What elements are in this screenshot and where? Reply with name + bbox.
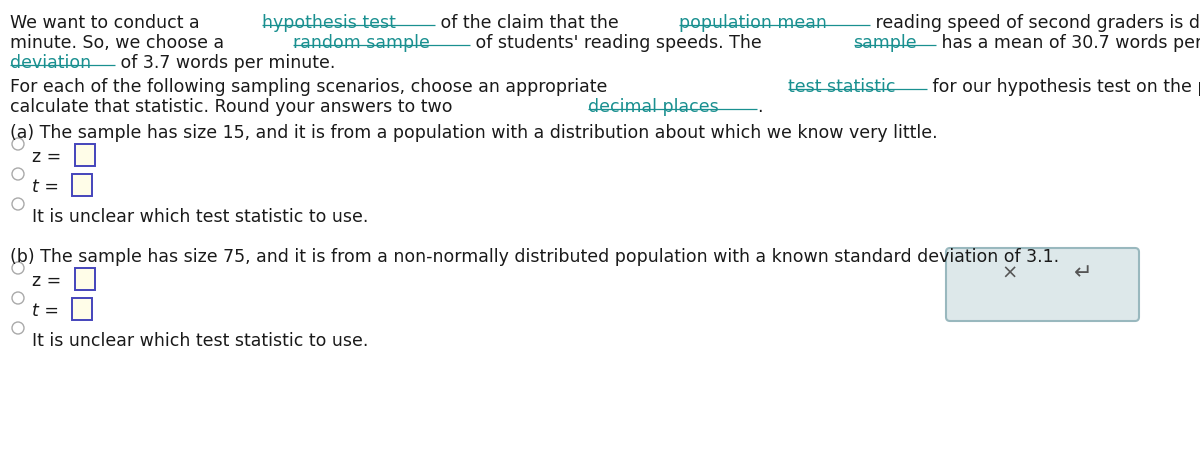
Text: population mean: population mean [679,14,827,32]
FancyBboxPatch shape [72,298,91,320]
FancyBboxPatch shape [946,248,1139,321]
Text: We want to conduct a: We want to conduct a [10,14,205,32]
Text: z =: z = [32,148,67,166]
Text: .: . [757,98,762,116]
Text: (b) The sample has size 75, and it is from a non-normally distributed population: (b) The sample has size 75, and it is fr… [10,248,1060,266]
Text: It is unclear which test statistic to use.: It is unclear which test statistic to us… [32,208,368,226]
FancyBboxPatch shape [74,144,95,166]
Text: reading speed of second graders is different from 30.5 words per: reading speed of second graders is diffe… [870,14,1200,32]
Text: It is unclear which test statistic to use.: It is unclear which test statistic to us… [32,332,368,350]
Text: sample: sample [853,34,917,52]
Text: calculate that statistic. Round your answers to two: calculate that statistic. Round your ans… [10,98,458,116]
Text: of students' reading speeds. The: of students' reading speeds. The [470,34,767,52]
Text: t =: t = [32,302,65,320]
Text: (a) The sample has size 15, and it is from a population with a distribution abou: (a) The sample has size 15, and it is fr… [10,124,937,142]
Text: ×: × [1001,264,1018,283]
Text: test statistic: test statistic [788,78,895,96]
Text: For each of the following sampling scenarios, choose an appropriate: For each of the following sampling scena… [10,78,613,96]
Text: t =: t = [32,178,65,196]
Text: ↵: ↵ [1074,264,1092,284]
Text: decimal places: decimal places [588,98,719,116]
Text: z =: z = [32,272,67,290]
FancyBboxPatch shape [74,268,95,290]
Text: minute. So, we choose a: minute. So, we choose a [10,34,229,52]
Text: of the claim that the: of the claim that the [434,14,624,32]
Text: deviation: deviation [10,54,91,72]
FancyBboxPatch shape [72,174,91,196]
Text: has a mean of 30.7 words per minute and a: has a mean of 30.7 words per minute and … [936,34,1200,52]
Text: for our hypothesis test on the population mean. Then: for our hypothesis test on the populatio… [926,78,1200,96]
Text: of 3.7 words per minute.: of 3.7 words per minute. [115,54,335,72]
Text: hypothesis test: hypothesis test [262,14,396,32]
Text: random sample: random sample [293,34,431,52]
